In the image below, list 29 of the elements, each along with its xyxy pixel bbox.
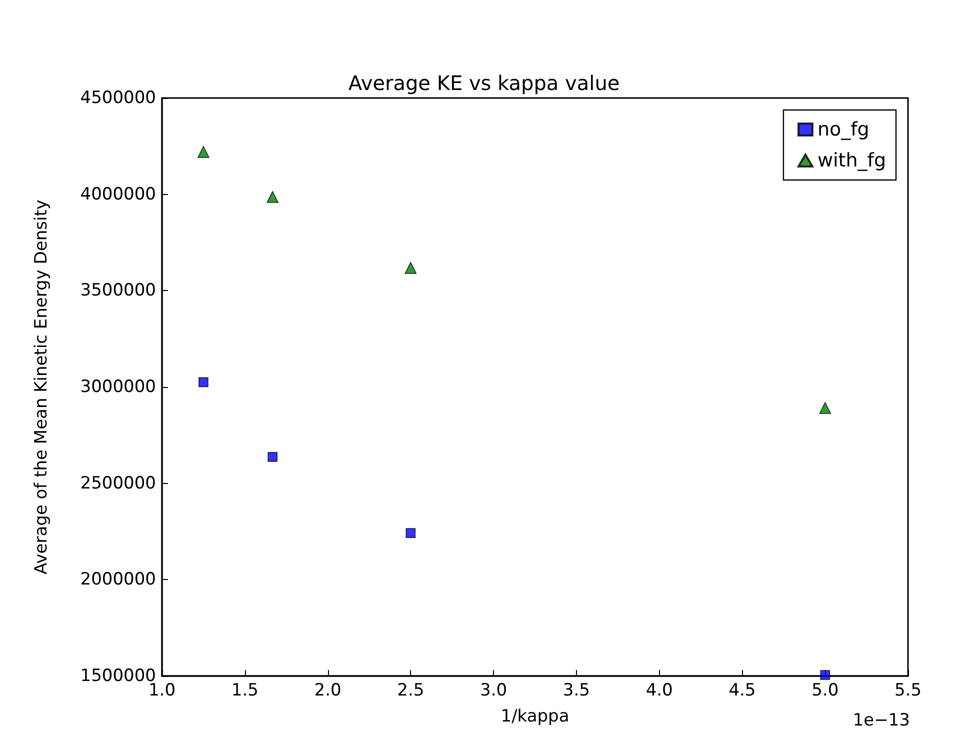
point — [406, 528, 416, 538]
y-tick-label: 2500000 — [80, 473, 156, 494]
point — [198, 146, 210, 158]
point — [266, 191, 278, 203]
legend-label: no_fg — [817, 118, 870, 140]
y-tick-label: 3000000 — [80, 377, 156, 397]
x-tick-label: 5.0 — [812, 680, 839, 700]
x-tick-label: 1.5 — [231, 680, 258, 700]
y-tick-label: 4500000 — [80, 88, 156, 108]
x-tick-label: 4.5 — [728, 680, 756, 700]
chart-title: Average KE vs kappa value — [348, 71, 620, 95]
point — [268, 452, 278, 462]
y-tick-label: 4000000 — [80, 184, 156, 204]
x-tick-label: 2.0 — [314, 680, 342, 700]
x-tick-label: 4.0 — [646, 680, 673, 700]
point — [820, 670, 830, 680]
y-tick-label: 2000000 — [80, 570, 156, 590]
point — [198, 377, 208, 388]
point — [404, 262, 417, 274]
y-axis-title: Average of the Mean Kinetic Energy Density — [32, 200, 52, 574]
point — [819, 402, 832, 414]
text: 1e−13 — [852, 710, 910, 730]
legend-label: with_fg — [817, 150, 886, 172]
x-tick-label: 3.0 — [480, 680, 508, 700]
y-tick-label: 3500000 — [80, 280, 156, 301]
x-axis-title: 1/kappa — [500, 706, 570, 726]
x-tick-label: 5.5 — [894, 680, 922, 700]
x-tick-label: 3.5 — [562, 680, 590, 700]
x-tick-label: 2.5 — [397, 680, 424, 700]
